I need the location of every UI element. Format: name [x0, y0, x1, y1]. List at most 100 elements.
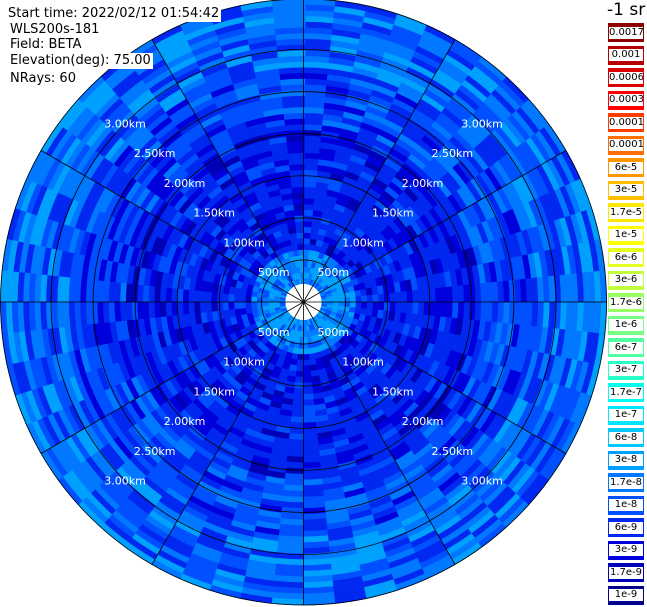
data-cell — [303, 370, 312, 378]
data-cell — [291, 353, 298, 360]
data-cell — [456, 497, 484, 521]
data-cell — [198, 358, 211, 374]
data-cell — [84, 423, 105, 451]
data-cell — [539, 127, 563, 158]
data-cell — [67, 349, 81, 377]
data-cell — [528, 199, 544, 228]
data-cell — [395, 302, 402, 313]
data-cell — [279, 303, 286, 307]
data-cell — [348, 83, 375, 96]
data-cell — [279, 330, 286, 338]
azimuth-spoke — [40, 301, 304, 454]
data-cell — [222, 309, 231, 319]
data-cell — [355, 459, 376, 472]
data-cell — [271, 0, 306, 7]
data-cell — [150, 174, 169, 195]
data-cell — [329, 45, 359, 57]
data-cell — [301, 575, 333, 583]
data-cell — [248, 417, 265, 428]
data-cell — [129, 182, 147, 205]
data-cell — [125, 492, 153, 516]
data-cell — [193, 301, 201, 314]
data-cell — [433, 152, 454, 173]
data-cell — [501, 425, 522, 452]
data-cell — [183, 81, 210, 99]
data-cell — [99, 188, 116, 214]
data-cell — [380, 275, 389, 286]
data-cell — [388, 485, 413, 502]
data-cell — [414, 370, 428, 388]
data-cell — [208, 426, 227, 442]
data-cell — [250, 454, 271, 465]
data-cell — [288, 427, 304, 435]
data-cell — [241, 380, 255, 392]
data-cell — [295, 226, 304, 234]
data-cell — [187, 552, 219, 569]
data-cell — [303, 181, 317, 188]
data-cell — [566, 330, 577, 361]
data-cell — [272, 4, 306, 12]
data-cell — [440, 476, 465, 498]
data-cell — [428, 125, 451, 146]
data-cell — [229, 519, 256, 532]
data-cell — [285, 314, 292, 320]
data-cell — [353, 352, 364, 363]
data-cell — [62, 101, 89, 131]
data-cell — [496, 367, 511, 392]
data-cell — [383, 292, 391, 303]
data-cell — [438, 409, 457, 430]
data-cell — [248, 201, 263, 213]
data-cell — [330, 39, 361, 51]
data-cell — [425, 424, 445, 444]
data-cell — [182, 352, 195, 369]
data-cell — [228, 293, 235, 302]
data-cell — [239, 206, 253, 219]
data-cell — [188, 132, 211, 150]
data-cell — [18, 240, 30, 273]
data-cell — [263, 416, 279, 426]
data-cell — [376, 309, 385, 320]
data-cell — [502, 280, 511, 304]
data-cell — [274, 21, 306, 29]
data-cell — [140, 334, 151, 354]
data-cell — [420, 450, 442, 470]
data-cell — [238, 492, 262, 504]
data-cell — [288, 274, 294, 282]
data-cell — [422, 559, 456, 580]
data-cell — [303, 124, 324, 132]
data-cell — [501, 369, 517, 395]
data-cell — [404, 279, 413, 292]
data-cell — [188, 364, 202, 380]
data-cell — [218, 32, 250, 47]
data-cell — [368, 367, 381, 380]
data-cell — [77, 398, 96, 426]
data-cell — [219, 358, 231, 372]
data-cell — [378, 337, 388, 349]
data-cell — [158, 543, 190, 564]
data-cell — [246, 122, 268, 134]
data-cell — [280, 228, 290, 237]
data-cell — [427, 227, 441, 245]
data-cell — [427, 360, 441, 378]
data-cell — [366, 302, 374, 310]
data-cell — [17, 359, 32, 393]
data-cell — [354, 307, 362, 315]
data-cell — [360, 288, 368, 297]
data-cell — [114, 504, 143, 529]
data-cell — [135, 418, 155, 441]
data-cell — [231, 132, 252, 145]
data-cell — [265, 281, 274, 288]
data-cell — [171, 168, 190, 187]
data-cell — [363, 339, 374, 351]
data-cell — [302, 382, 313, 389]
range-ring-label: 2.50km — [432, 445, 474, 458]
data-cell — [205, 72, 233, 88]
data-cell — [532, 225, 545, 254]
data-cell — [314, 262, 321, 270]
colorbar-tick-label: 0.0003 — [609, 94, 643, 106]
data-cell — [434, 302, 442, 318]
data-cell — [256, 376, 269, 387]
data-cell — [242, 401, 257, 413]
data-cell — [231, 394, 247, 407]
data-cell — [317, 367, 327, 376]
